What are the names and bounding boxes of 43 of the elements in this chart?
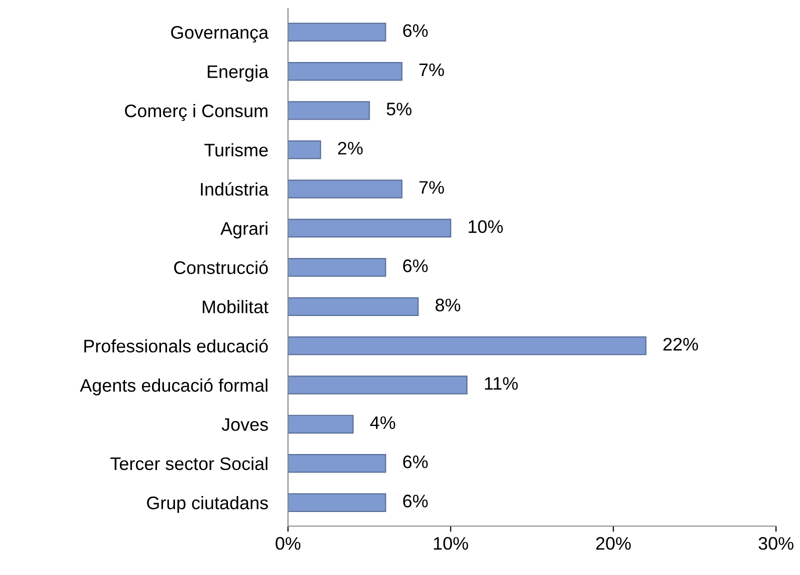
y-tick-label: Governança bbox=[171, 26, 269, 42]
data-label: 4% bbox=[370, 416, 396, 429]
data-label: 2% bbox=[338, 142, 363, 155]
y-tick-label: Construcció bbox=[174, 260, 268, 274]
bar bbox=[288, 180, 402, 198]
y-tick-label: Comerç i Consum bbox=[125, 104, 268, 121]
bar bbox=[288, 140, 322, 160]
data-label: 7% bbox=[419, 63, 444, 76]
x-tick-label: 20% bbox=[596, 537, 631, 550]
data-label: 22% bbox=[663, 338, 698, 351]
data-label: 6% bbox=[403, 455, 428, 468]
data-label: 5% bbox=[386, 102, 412, 116]
bar bbox=[288, 414, 354, 434]
data-label: 11% bbox=[484, 377, 518, 390]
y-tick-label: Grup ciutadans bbox=[147, 496, 268, 513]
y-tick-label: Mobilitat bbox=[202, 300, 268, 314]
y-tick-label: Tercer sector Social bbox=[110, 456, 268, 470]
data-label: 7% bbox=[419, 181, 444, 194]
y-tick-label: Indústria bbox=[200, 182, 269, 196]
y-tick-label: Agrari bbox=[220, 222, 268, 238]
y-tick-label: Joves bbox=[222, 418, 268, 431]
x-tick-label: 10% bbox=[434, 537, 468, 550]
bar bbox=[288, 258, 386, 277]
y-tick-label: Energia bbox=[208, 64, 269, 82]
bar bbox=[288, 336, 646, 356]
x-tick-label: 0% bbox=[276, 537, 300, 550]
y-tick-label: Professionals educació bbox=[84, 339, 268, 353]
bar bbox=[288, 493, 386, 512]
bar bbox=[288, 101, 370, 120]
bar bbox=[288, 218, 452, 238]
bar bbox=[288, 376, 468, 394]
x-tick-label: 30% bbox=[758, 537, 794, 550]
bar bbox=[288, 22, 386, 42]
y-tick-label: Agents educació formal bbox=[80, 378, 268, 396]
bar bbox=[288, 297, 419, 316]
data-label: 8% bbox=[436, 298, 460, 312]
data-label: 6% bbox=[403, 24, 428, 37]
y-tick-label: Turisme bbox=[204, 143, 268, 156]
bar bbox=[288, 62, 402, 81]
data-label: 6% bbox=[403, 494, 428, 508]
data-label: 6% bbox=[403, 259, 428, 272]
data-label: 10% bbox=[468, 220, 503, 234]
bar bbox=[288, 454, 386, 473]
